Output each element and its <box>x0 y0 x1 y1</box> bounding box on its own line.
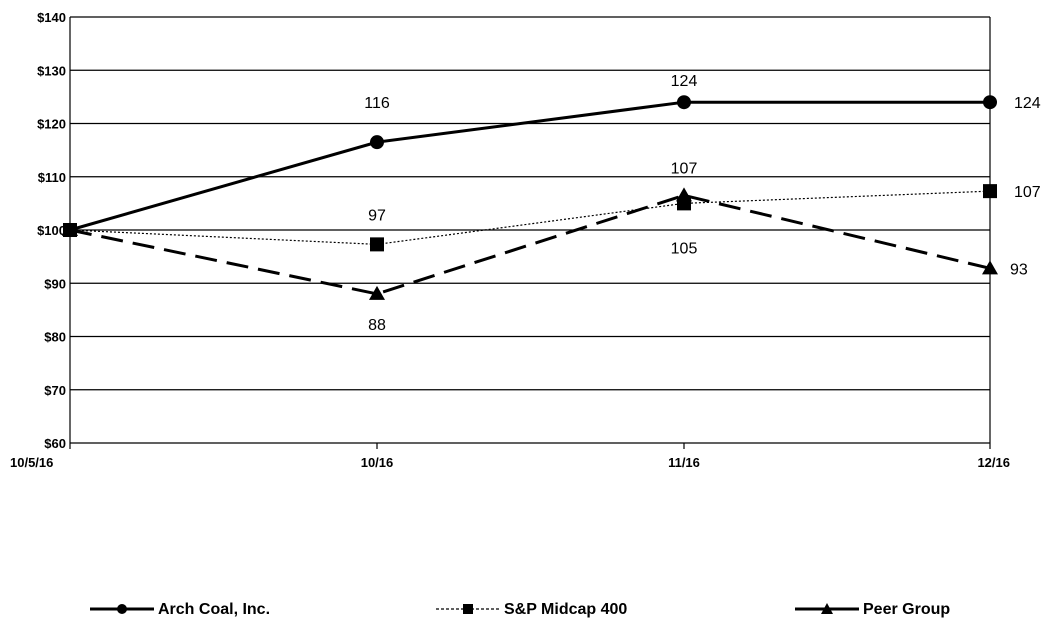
data-point-peer-group <box>62 222 78 236</box>
series-line-s-p-midcap-400 <box>69 190 991 245</box>
grid-layer <box>70 16 990 444</box>
data-point-arch-coal-inc <box>677 95 691 110</box>
y-tick-label: $110 <box>38 170 66 185</box>
data-label-peer-group: 93 <box>1010 261 1028 278</box>
data-label-peer-group: 88 <box>368 317 386 334</box>
y-tick-label: $80 <box>44 330 66 345</box>
legend-marker-s-p-midcap-400 <box>463 604 473 614</box>
data-label-s-p-midcap-400: 107 <box>1014 184 1041 201</box>
series-line-arch-coal-inc <box>69 100 990 232</box>
legend-label-arch-coal-inc: Arch Coal, Inc. <box>158 601 270 618</box>
data-label-s-p-midcap-400: 105 <box>671 240 698 257</box>
data-point-arch-coal-inc <box>370 135 384 150</box>
y-tick-label: $140 <box>37 10 66 25</box>
x-tick-label: 10/16 <box>361 455 394 470</box>
legend-label-s-p-midcap-400: S&P Midcap 400 <box>504 601 627 618</box>
data-label-arch-coal-inc: 124 <box>1014 95 1041 112</box>
y-tick-label: $130 <box>37 63 66 78</box>
y-tick-label: $100 <box>37 223 66 238</box>
legend: Arch Coal, Inc. S&P Midcap 400 Peer Group <box>90 601 950 618</box>
data-label-s-p-midcap-400: 97 <box>368 207 386 224</box>
data-label-peer-group: 107 <box>671 160 698 177</box>
x-tick-label: 12/16 <box>977 455 1010 470</box>
axes-layer: $60 $70 $80 $90 $100 $110 $120 $130 $140 10/5/16 1… <box>10 10 1010 470</box>
data-point-s-p-midcap-400 <box>370 237 384 252</box>
series-line-peer-group <box>69 193 991 296</box>
data-point-peer-group <box>982 260 998 275</box>
data-point-peer-group <box>676 187 692 202</box>
legend-label-peer-group: Peer Group <box>863 601 950 618</box>
legend-marker-peer-group <box>821 603 833 614</box>
data-label-arch-coal-inc: 116 <box>364 95 390 112</box>
data-point-peer-group <box>369 285 385 300</box>
legend-marker-arch-coal-inc <box>117 604 127 614</box>
series-layer <box>62 95 998 300</box>
x-tick-label: 11/16 <box>668 455 700 470</box>
data-point-arch-coal-inc <box>983 95 997 110</box>
data-label-arch-coal-inc: 124 <box>671 73 698 90</box>
y-tick-label: $120 <box>37 117 66 132</box>
data-labels-layer: 116 124 124 97 105 107 88 107 93 <box>364 73 1041 334</box>
x-tick-label: 10/5/16 <box>10 455 53 470</box>
y-tick-label: $90 <box>44 276 66 291</box>
y-tick-label: $60 <box>44 436 66 451</box>
data-point-s-p-midcap-400 <box>983 184 997 199</box>
y-tick-label: $70 <box>44 383 66 398</box>
